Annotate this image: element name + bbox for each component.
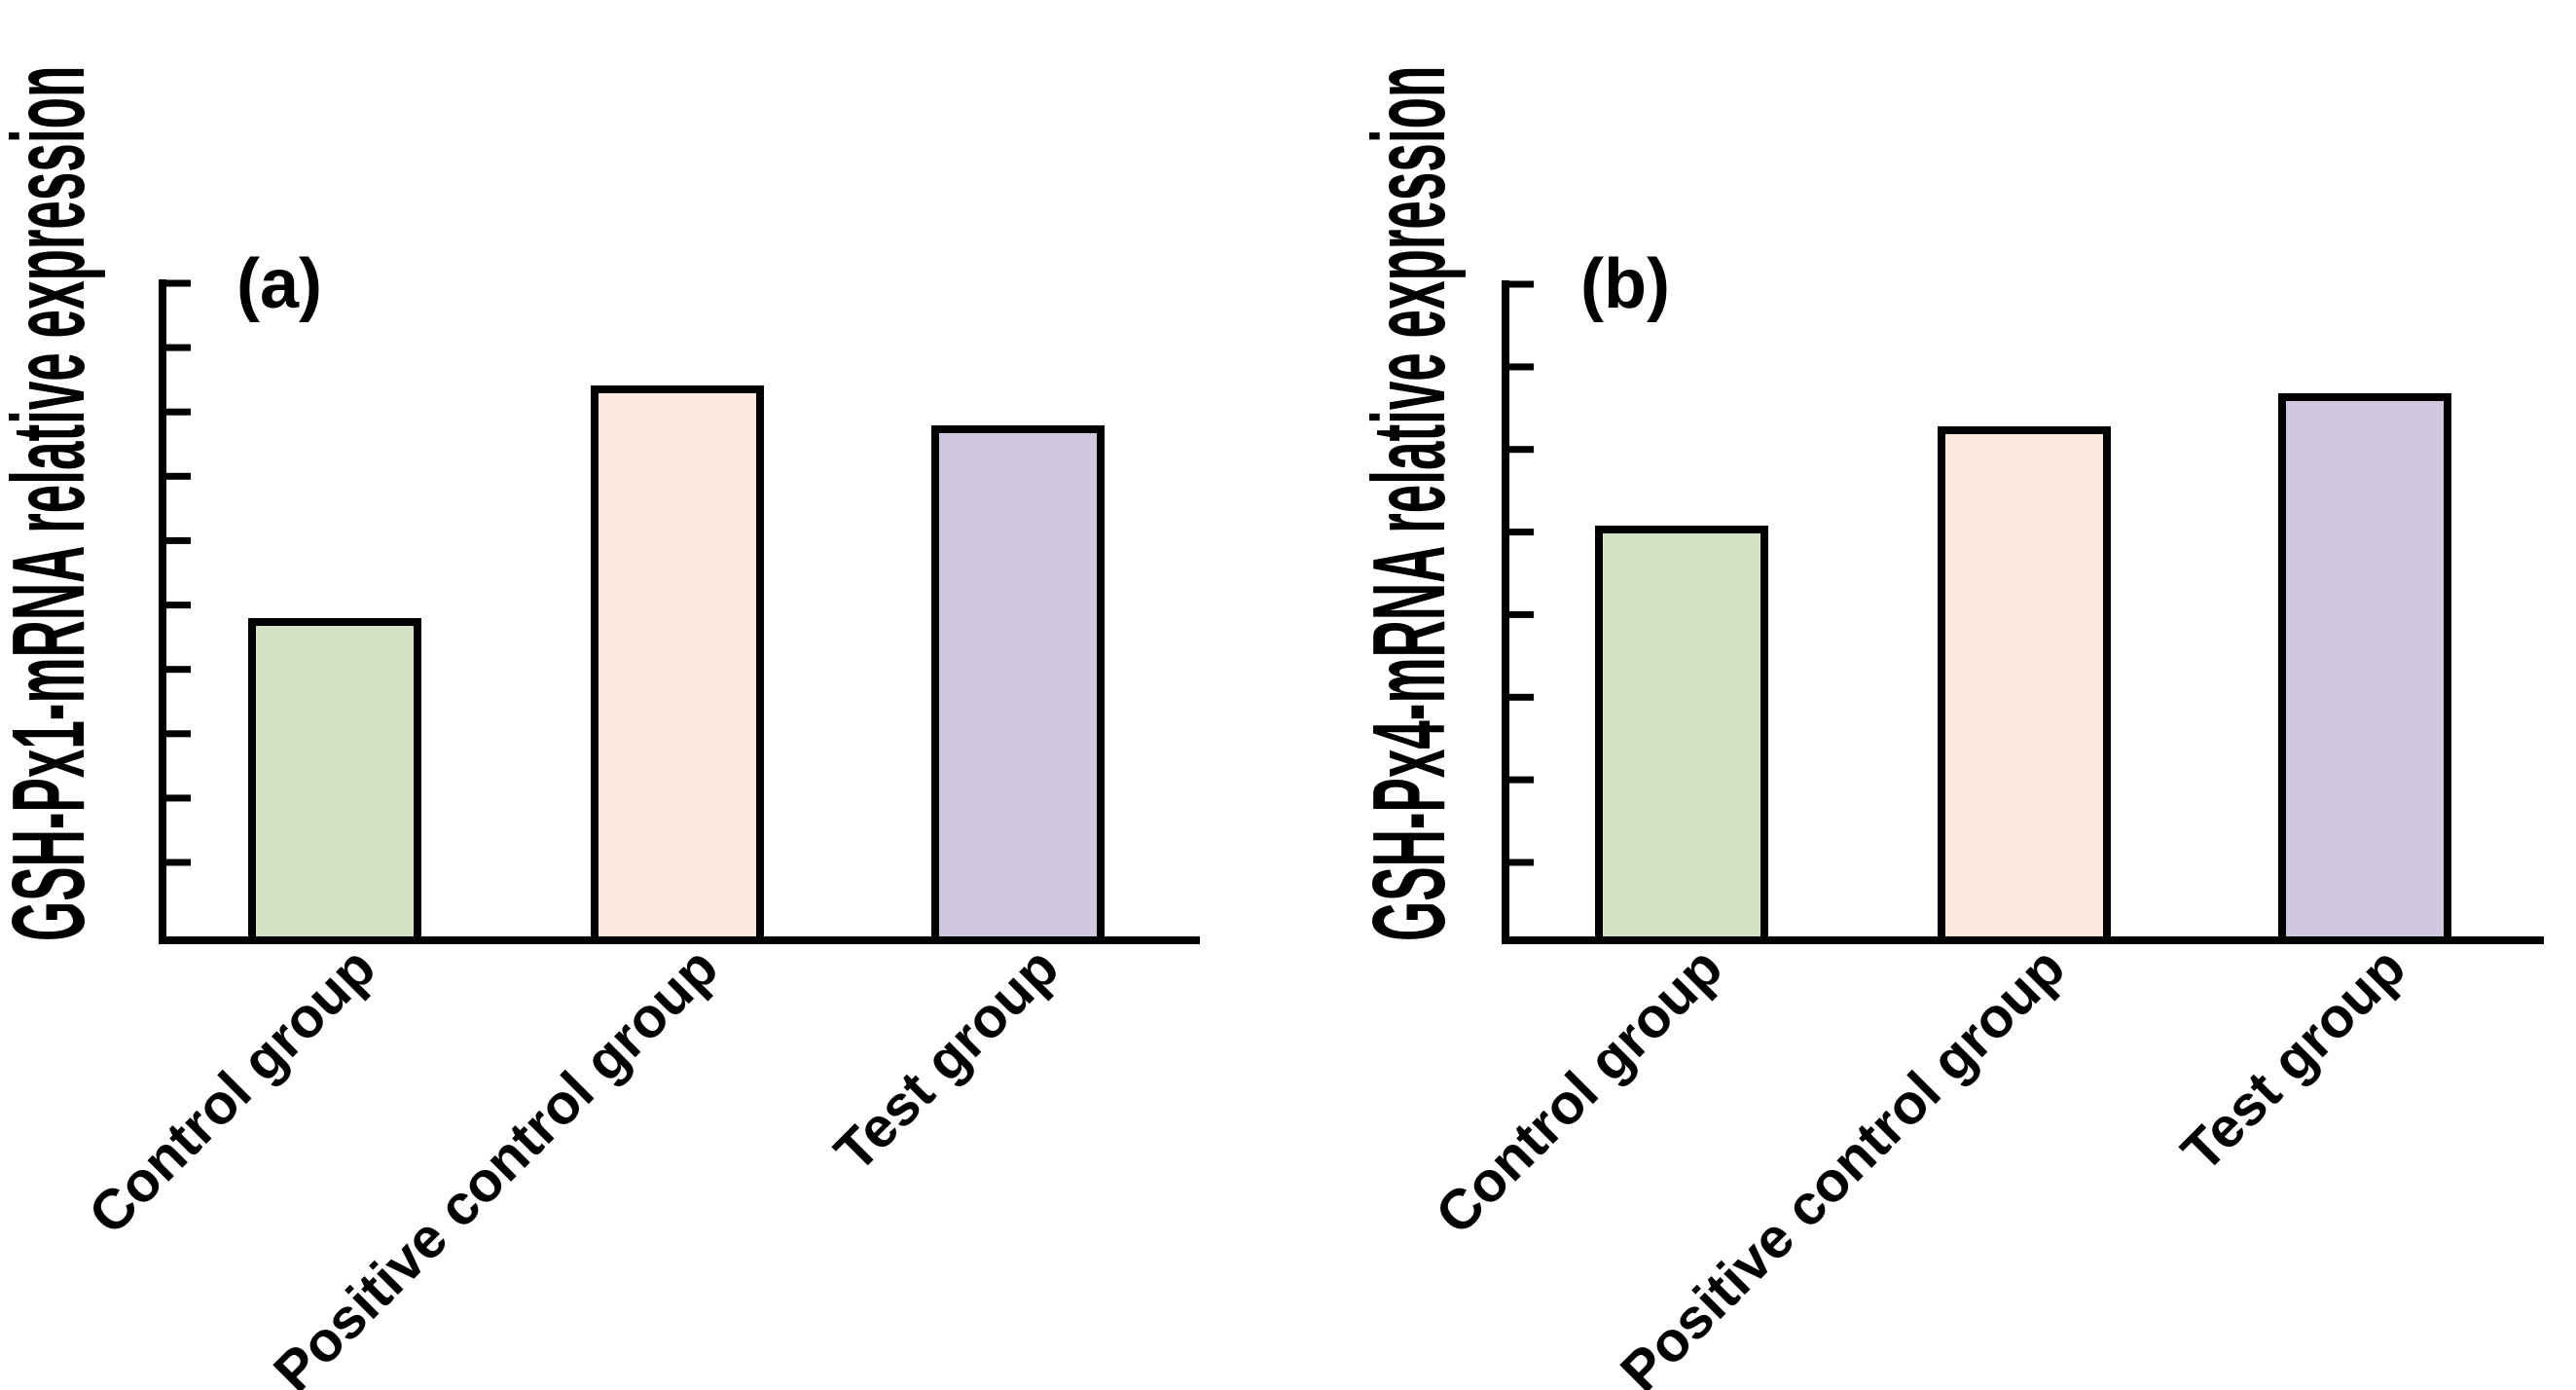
bar-test-group-b (2278, 393, 2451, 944)
bar-control-group-b (1595, 526, 1768, 944)
y-axis-line-a (159, 279, 166, 944)
y-axis-tick (1502, 776, 1534, 784)
bar-control-group-a (248, 618, 421, 944)
y-axis-ticks-b (1502, 280, 1534, 866)
y-axis-tick (159, 859, 191, 866)
y-axis-tick (1502, 363, 1534, 371)
y-axis-tick (1502, 529, 1534, 536)
x-tick-label-test-b: Test group (2169, 935, 2417, 1184)
y-axis-tick (1502, 693, 1534, 701)
panel-label-b: (b) (1580, 245, 1670, 323)
x-tick-label-control-b: Control group (1424, 935, 1734, 1246)
y-axis-tick (159, 344, 191, 351)
chart-panel-b: GSH-Px4-mRNA relative expression (b) Con… (1351, 66, 2544, 1390)
y-axis-tick (159, 279, 191, 287)
bar-test-group-a (931, 425, 1105, 944)
y-axis-tick (159, 472, 191, 480)
y-axis-tick (159, 666, 191, 674)
y-axis-tick (159, 794, 191, 802)
y-axis-tick (1502, 610, 1534, 618)
bar-positive-control-group-a (591, 385, 764, 944)
y-axis-tick (1502, 280, 1534, 288)
x-tick-label-test-a: Test group (822, 935, 1070, 1184)
y-axis-tick (159, 602, 191, 609)
y-axis-tick (1502, 446, 1534, 454)
y-axis-tick (159, 536, 191, 544)
y-axis-label-b: GSH-Px4-mRNA relative expression (1351, 66, 1467, 941)
y-axis-tick (159, 408, 191, 416)
y-axis-label-a: GSH-Px1-mRNA relative expression (0, 66, 106, 941)
x-tick-label-control-a: Control group (77, 935, 387, 1246)
y-axis-tick (1502, 859, 1534, 866)
panel-label-a: (a) (236, 245, 322, 323)
bar-positive-control-group-b (1938, 426, 2111, 944)
chart-panel-a: GSH-Px1-mRNA relative expression (a) Con… (0, 66, 1200, 1390)
y-axis-ticks-a (159, 279, 191, 866)
y-axis-tick (159, 730, 191, 738)
